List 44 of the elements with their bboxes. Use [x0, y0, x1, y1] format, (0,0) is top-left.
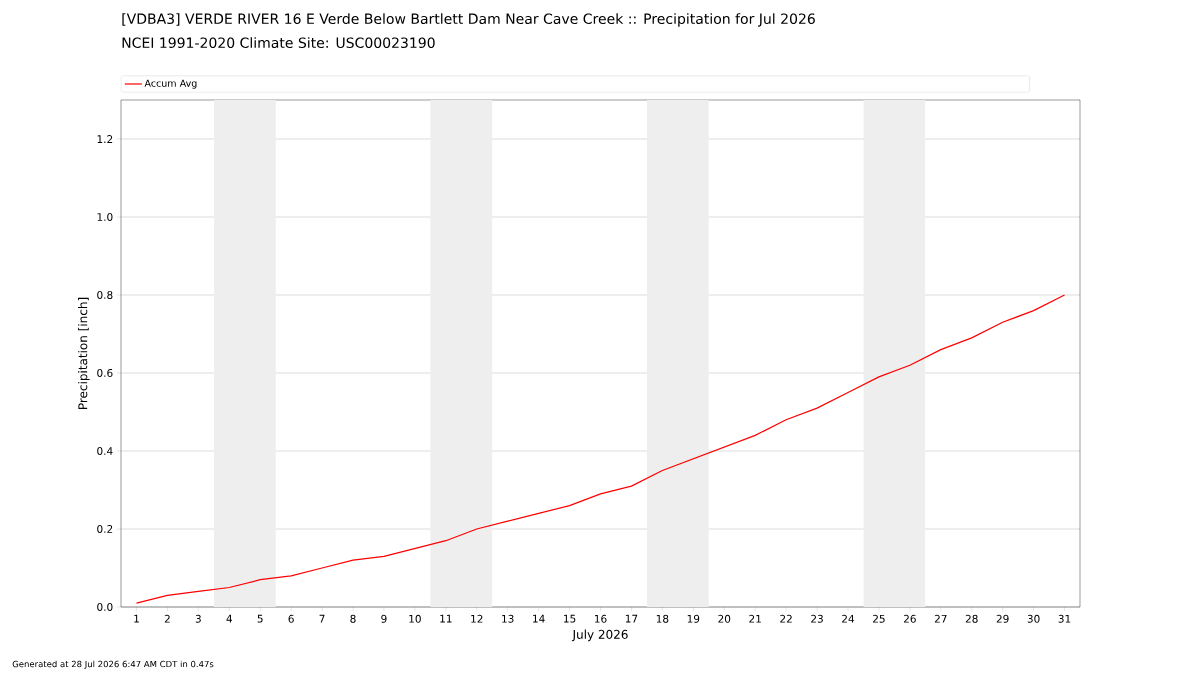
text: Generated at 28 Jul 2026 6:47 AM CDT in 0.47s: [12, 660, 214, 669]
x-tick-label: 31: [1058, 614, 1071, 623]
x-tick-label: 6: [288, 614, 294, 623]
x-tick-label: 28: [965, 614, 978, 623]
y-tick-label: 0.6: [97, 369, 113, 377]
x-tick-label: 26: [903, 614, 916, 623]
x-tick-label: 13: [502, 614, 514, 623]
x-tick-label: 8: [350, 614, 356, 623]
x-tick-label: 25: [873, 614, 885, 623]
y-tick-label: 0.8: [97, 291, 113, 299]
x-tick-label: 5: [257, 614, 263, 623]
x-tick-label: 24: [842, 614, 855, 623]
x-tick-label: 12: [471, 614, 483, 623]
chart-subtitle: NCEI 1991-2020 Climate Site: USC00023190: [122, 37, 435, 49]
x-tick-label: 2: [164, 614, 170, 623]
x-tick-label: 29: [996, 614, 1009, 623]
x-tick-label: 19: [687, 614, 700, 623]
y-axis-title: Precipitation [inch]: [78, 297, 90, 409]
x-tick-label: 15: [564, 614, 576, 623]
y-tick-label: 0.2: [97, 525, 113, 533]
x-tick-label: 4: [226, 614, 233, 623]
x-tick-label: 17: [625, 614, 638, 623]
x-tick-label: 30: [1027, 614, 1040, 623]
x-axis-title: July 2026: [571, 629, 628, 642]
y-tick-label: 0.0: [97, 603, 113, 611]
legend-label: Accum Avg: [144, 79, 197, 89]
x-tick-label: 20: [718, 614, 731, 623]
y-tick-label: 0.4: [97, 447, 113, 455]
y-tick-label: 1.0: [97, 213, 113, 221]
x-tick-label: 10: [409, 614, 421, 623]
x-tick-label: 9: [381, 614, 387, 623]
x-tick-label: 27: [934, 614, 947, 623]
x-tick-label: 23: [811, 614, 823, 623]
x-tick-label: 14: [533, 614, 545, 623]
x-tick-label: 16: [594, 614, 607, 623]
x-tick-label: 1: [134, 614, 139, 623]
x-tick-label: 11: [440, 614, 452, 623]
x-tick-label: 7: [319, 614, 325, 623]
x-tick-label: 3: [195, 614, 201, 623]
y-tick-label: 1.2: [97, 135, 113, 143]
x-tick-label: 22: [780, 614, 792, 623]
x-tick-label: 18: [656, 614, 669, 623]
chart-title: [VDBA3] VERDE RIVER 16 E Verde Below Bartlett Dam Near Cave Creek :: Precipitation for Jul 2026: [122, 13, 815, 27]
x-tick-label: 21: [749, 614, 761, 623]
